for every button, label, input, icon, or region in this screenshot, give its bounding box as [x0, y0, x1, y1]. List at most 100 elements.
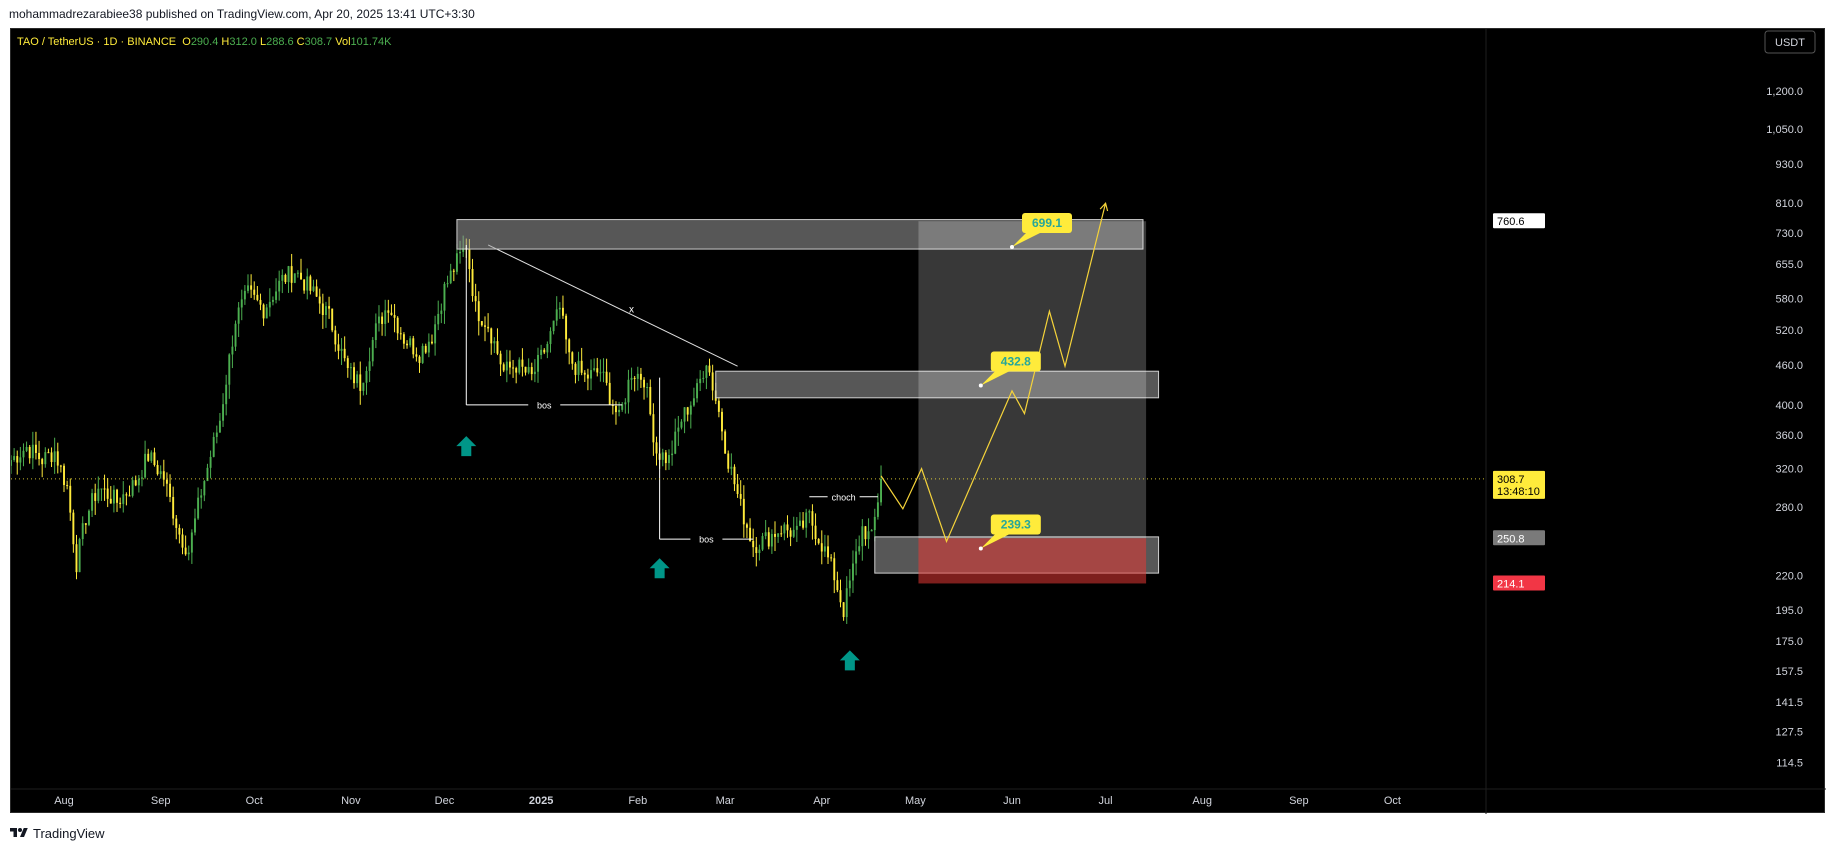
- candle-body: [247, 285, 249, 291]
- target-pointer: [980, 532, 1013, 549]
- x-tick-label: Jun: [1003, 795, 1021, 807]
- candle-body: [19, 457, 22, 463]
- candle-body: [122, 494, 125, 504]
- candle-body: [402, 334, 405, 344]
- y-tick-label: 280.0: [1775, 502, 1803, 514]
- candle-body: [780, 533, 783, 535]
- candle-body: [215, 432, 218, 437]
- candle-body: [527, 367, 530, 373]
- target-badge[interactable]: [1022, 213, 1073, 234]
- y-tick-label: 157.5: [1775, 666, 1803, 678]
- y-tick-label: 810.0: [1775, 198, 1803, 210]
- candle-body: [671, 453, 674, 456]
- candle-body: [346, 358, 349, 369]
- close-value: 308.7: [305, 36, 336, 48]
- candle-body: [496, 341, 499, 354]
- candle-body: [546, 344, 549, 353]
- candle-body: [59, 465, 62, 467]
- candle-body: [630, 377, 633, 380]
- chart-area[interactable]: 1,200.0 1,050.0 930.0 810.0 730.0 655.0 580.0 5…: [10, 28, 1826, 814]
- candle-body: [605, 371, 608, 383]
- candle-body: [873, 516, 876, 531]
- candle-body: [742, 498, 745, 525]
- x-tick-label: Oct: [1384, 795, 1401, 807]
- price-chart[interactable]: 1,200.0 1,050.0 930.0 810.0 730.0 655.0 580.0 5…: [11, 29, 1826, 814]
- candle-body: [823, 546, 826, 552]
- candle-body: [137, 478, 140, 486]
- y-tick-label: 320.0: [1775, 464, 1803, 476]
- candle-body: [745, 524, 748, 528]
- structure-label: choch: [832, 492, 856, 502]
- candle-body: [752, 540, 755, 548]
- candle-body: [730, 466, 733, 469]
- candle-body: [618, 409, 621, 413]
- candle-body: [708, 365, 711, 373]
- candle-body: [443, 283, 446, 311]
- target-anchor-dot: [978, 383, 983, 388]
- candle-body: [234, 323, 237, 347]
- candle-body: [393, 315, 396, 318]
- candle-body: [109, 498, 112, 504]
- candle-body: [568, 339, 571, 353]
- x-tick-label: Oct: [246, 795, 263, 807]
- candle-body: [421, 345, 424, 363]
- candle-body: [561, 307, 564, 316]
- candle-body: [147, 453, 150, 461]
- candle-body: [268, 301, 271, 308]
- trendline[interactable]: [487, 244, 738, 367]
- candle-body: [356, 374, 359, 384]
- candle-body: [240, 299, 243, 308]
- y-tick-label: 580.0: [1775, 294, 1803, 306]
- target-anchor-dot: [978, 546, 983, 551]
- y-tick-label: 460.0: [1775, 360, 1803, 372]
- candle-body: [880, 478, 882, 503]
- projection-arrowhead: [1099, 202, 1109, 212]
- zone-rectangle[interactable]: [715, 370, 1160, 399]
- candle-body: [41, 459, 44, 465]
- candle-body: [72, 512, 75, 545]
- currency-button[interactable]: [1764, 30, 1816, 54]
- candle-body: [331, 308, 334, 331]
- candle-body: [621, 404, 624, 410]
- candle-body: [321, 303, 324, 316]
- candle-body: [324, 306, 327, 316]
- projection-path[interactable]: [880, 203, 1107, 544]
- candle-body: [805, 512, 808, 528]
- candle-body: [406, 343, 409, 346]
- candle-body: [250, 285, 253, 290]
- x-tick-label: Jul: [1099, 795, 1113, 807]
- target-badge[interactable]: [990, 514, 1041, 535]
- volume-label: Vol: [335, 36, 350, 48]
- candle-body: [596, 368, 599, 373]
- candle-body: [515, 368, 518, 373]
- candle-body: [552, 320, 555, 332]
- candle-body: [471, 269, 474, 297]
- candle-body: [814, 525, 817, 540]
- candle-body: [128, 495, 131, 497]
- y-tick-label: 141.5: [1775, 697, 1803, 709]
- candle-body: [761, 536, 764, 550]
- candle-body: [200, 495, 203, 498]
- candle-body: [125, 494, 128, 496]
- candle-body: [512, 367, 515, 369]
- candle-body: [680, 421, 683, 428]
- candle-body: [455, 253, 458, 272]
- candle-body: [627, 379, 630, 403]
- candle-body: [265, 307, 268, 319]
- candle-body: [287, 266, 290, 283]
- candle-body: [686, 407, 689, 415]
- structure-label-bg: [690, 533, 723, 546]
- candle-body: [427, 341, 430, 353]
- candle-body: [296, 272, 299, 274]
- y-tick-label: 655.0: [1775, 259, 1803, 271]
- structure-label-bg: [528, 398, 561, 411]
- candle-body: [608, 382, 611, 405]
- position-stop-area[interactable]: [918, 538, 1147, 584]
- candle-body: [141, 477, 143, 479]
- candle-body: [827, 546, 829, 558]
- candle-body: [558, 307, 561, 310]
- candle-body: [424, 345, 427, 353]
- candle-body: [792, 529, 795, 537]
- target-badge[interactable]: [990, 351, 1041, 372]
- candle-body: [162, 471, 165, 480]
